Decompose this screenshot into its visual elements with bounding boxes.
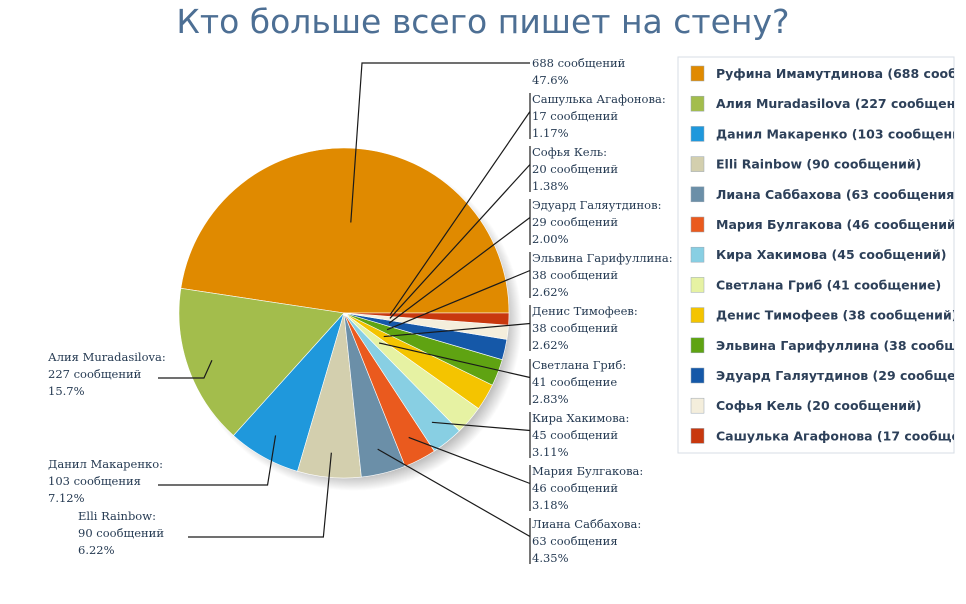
- legend-item-label: Денис Тимофеев (38 сообщений): [716, 308, 957, 323]
- leader-line: [383, 322, 531, 338]
- legend-swatch: [690, 126, 705, 142]
- slice-label: 688 сообщений 47.6%: [532, 56, 626, 87]
- legend-swatch: [690, 156, 705, 172]
- slice-label: Светлана Гриб: 41 сообщение 2.83%: [532, 358, 626, 406]
- legend-swatch: [690, 397, 705, 414]
- legend-item-label: Светлана Гриб (41 сообщение): [716, 277, 941, 292]
- slice-label: Денис Тимофеев: 38 сообщений 2.62%: [532, 304, 638, 352]
- legend-item-label: Руфина Имамутдинова (688 сообщени: [716, 66, 966, 81]
- slice-label: Лиана Саббахова: 63 сообщения 4.35%: [532, 517, 641, 565]
- legend-swatch: [690, 367, 705, 384]
- legend-swatch: [690, 186, 705, 203]
- leader-line: [188, 452, 332, 538]
- slice-label: Эльвина Гарифуллина: 38 сообщений 2.62%: [532, 251, 673, 299]
- leader-line: [386, 269, 531, 331]
- legend-item-label: Мария Булгакова (46 сообщений): [716, 217, 961, 232]
- slice-label: Elli Rainbow: 90 сообщений 6.22%: [78, 509, 164, 557]
- leader-line: [388, 217, 531, 324]
- legend-item-label: Сашулька Агафонова (17 сообщений): [716, 428, 966, 443]
- legend-item-label: Эдуард Галяутдинов (29 сообщений): [716, 368, 966, 383]
- slice-label: Мария Булгакова: 46 сообщений 3.18%: [532, 464, 643, 512]
- legend-item-label: Elli Rainbow (90 сообщений): [716, 157, 921, 172]
- legend-item-label: Лиана Саббахова (63 сообщения): [716, 187, 960, 202]
- legend-swatch: [690, 95, 705, 112]
- legend-swatch: [690, 216, 705, 233]
- legend-swatch: [690, 65, 705, 82]
- slice-label: Данил Макаренко: 103 сообщения 7.12%: [48, 457, 163, 505]
- legend-swatch: [690, 246, 705, 263]
- slice-label: Кира Хакимова: 45 сообщений 3.11%: [532, 411, 629, 459]
- slice-label: Сашулька Агафонова: 17 сообщений 1.17%: [532, 92, 666, 140]
- legend-frame: [677, 56, 955, 454]
- leader-line: [379, 342, 531, 379]
- leader-line: [431, 421, 531, 432]
- leader-line: [158, 359, 213, 379]
- slice-label: Эдуард Галяутдинов: 29 сообщений 2.00%: [532, 198, 661, 246]
- legend-item-label: Алия Muradasilova (227 сообщений): [716, 96, 966, 111]
- legend-item-label: Эльвина Гарифуллина (38 сообщений: [716, 338, 966, 353]
- legend-swatch: [690, 307, 705, 323]
- legend-item-label: Данил Макаренко (103 сообщения): [716, 126, 966, 141]
- leader-line: [389, 164, 531, 319]
- leader-line: [377, 448, 531, 538]
- chart-title: Кто больше всего пишет на стену?: [176, 2, 790, 41]
- pie-slice[interactable]: [180, 147, 510, 314]
- legend-item-label: Кира Хакимова (45 сообщений): [716, 247, 946, 262]
- legend-swatch: [690, 428, 705, 444]
- pie-slice[interactable]: [178, 287, 345, 436]
- leader-line: [350, 62, 530, 223]
- leader-line: [389, 111, 531, 316]
- legend-swatch: [690, 277, 705, 293]
- slice-label: Алия Muradasilova: 227 сообщений 15.7%: [48, 350, 166, 398]
- legend-swatch: [690, 337, 705, 354]
- legend-item-label: Софья Кель (20 сообщений): [716, 398, 922, 413]
- slice-label: Софья Кель: 20 сообщений 1.38%: [532, 145, 618, 193]
- leader-line: [408, 436, 531, 485]
- leader-line: [158, 435, 277, 486]
